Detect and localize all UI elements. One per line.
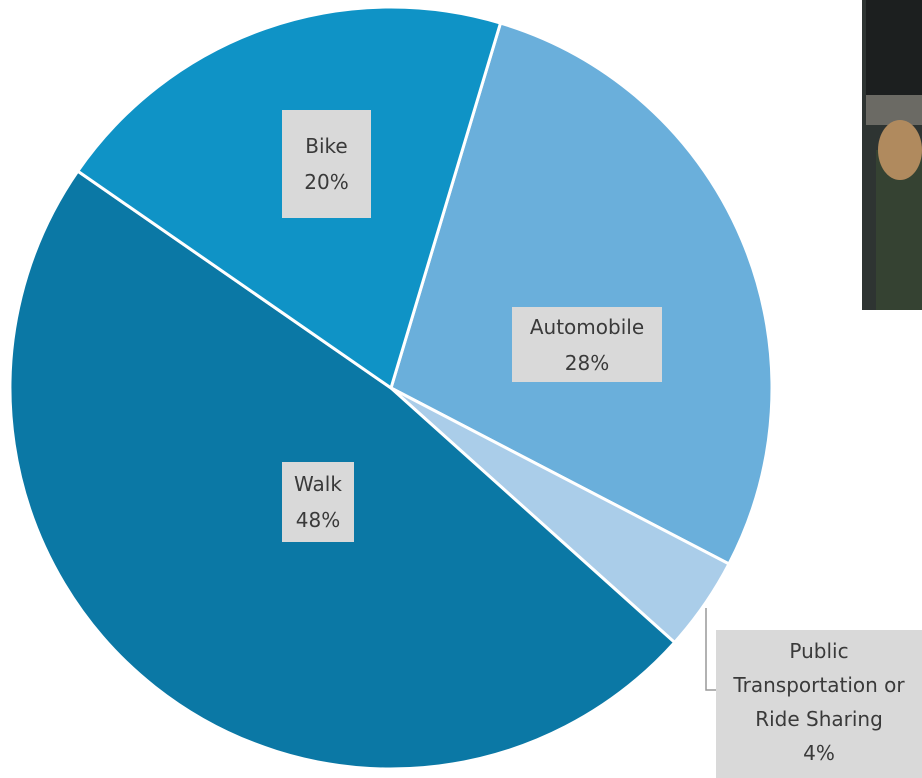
data-label: Bike 20% <box>282 110 371 218</box>
data-label: Automobile 28% <box>512 307 662 382</box>
leader-line <box>705 608 716 691</box>
category-label: Walk <box>294 472 342 496</box>
data-label: Public Transportation or Ride Sharing 4% <box>716 630 922 778</box>
value-label: 28% <box>564 350 610 375</box>
category-label: Bike <box>305 134 348 158</box>
pie-slice <box>389 21 774 566</box>
value-label: 48% <box>295 508 341 532</box>
data-label: Walk 48% <box>282 462 354 542</box>
category-label: Public Transportation or Ride Sharing <box>733 639 905 731</box>
category-label: Automobile <box>529 314 645 339</box>
value-label: 4% <box>803 741 835 765</box>
photo <box>862 0 922 310</box>
value-label: 20% <box>304 170 349 194</box>
